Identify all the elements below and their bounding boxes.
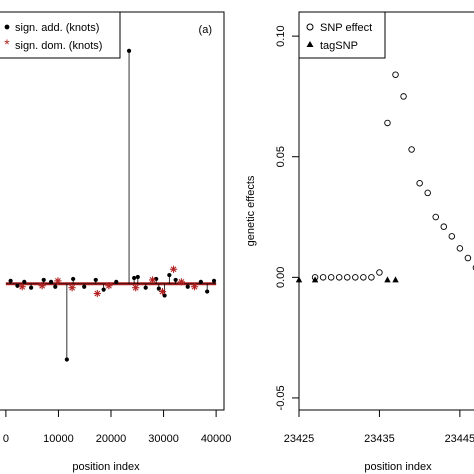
snp-effect-point [416,180,423,187]
left-x-tick-label: 10000 [43,433,74,445]
add-effect-point [48,279,54,284]
left-data-marks [5,48,217,362]
right-legend-marker-snp [306,23,314,31]
right-legend-marker-tag [306,41,314,47]
add-effect-point [198,279,203,284]
snp-effect-point [472,265,474,271]
right-legend-entry-snp: SNP effect [320,22,372,34]
dom-effect-point [18,283,26,291]
right-y-tick-label: 0.10 [275,25,287,46]
dom-effect-point [169,265,178,273]
add-effect-point [41,277,46,283]
snp-effect-point [400,93,407,100]
dom-effect-point [158,287,167,296]
left-panel-plot: 0 10000 20000 30000 40000 sign. add. (knots)… [0,11,232,473]
add-effect-point [101,287,106,292]
right-x-tick-label: 23425 [284,433,315,445]
right-y-tick-label: 0.00 [275,267,287,288]
snp-effect-point [319,274,327,281]
left-x-tick-label: 30000 [148,433,179,445]
add-effect-point [22,279,27,284]
snp-effect-point [327,274,335,281]
left-x-tick-label: 0 [3,433,9,445]
snp-effect-point [335,274,343,281]
snp-effect-point [376,269,383,276]
left-plot-frame [0,11,225,411]
snp-effect-point [440,223,448,230]
add-effect-point [126,48,132,53]
add-effect-point [185,284,190,289]
left-legend-entry-add: sign. add. (knots) [15,22,99,34]
left-x-tick-label: 20000 [96,433,127,445]
right-plot-frame [298,11,474,411]
left-legend-marker-add [4,24,10,30]
snp-effect-point [344,274,351,281]
dom-effect-point [68,284,76,292]
add-effect-point [173,277,178,283]
right-x-tick-label: 23435 [364,433,395,445]
tag-snp-point [311,276,319,283]
right-y-tick-label: 0.05 [275,146,287,167]
tag-snp-point [295,276,303,283]
tag-snp-point [384,276,391,283]
add-effect-point [205,289,210,294]
snp-effect-point [456,245,464,252]
add-effect-point [29,285,34,290]
left-x-axis-label: position index [72,461,140,473]
add-effect-point [167,272,172,278]
add-effect-point [15,283,20,288]
add-effect-point [135,274,140,280]
snp-effect-point [432,213,439,221]
dom-effect-point [132,284,140,292]
add-effect-point [53,284,58,289]
snp-effect-point [368,274,375,281]
right-y-axis-label: genetic effects [245,175,257,246]
add-effect-point [64,357,69,362]
left-x-ticks: 0 10000 20000 30000 40000 [3,410,232,445]
left-legend-marker-dom: * [4,36,10,52]
right-y-tick-label: -0.05 [275,385,287,410]
right-legend-box [298,11,386,59]
dom-effect-point [177,278,186,286]
snp-effect-point [352,274,359,281]
add-effect-point [211,278,217,283]
dom-effect-point [93,289,101,298]
dom-effect-point [38,282,46,290]
add-effect-point [114,279,119,284]
left-x-tick-label: 40000 [201,433,232,445]
snp-effect-point [448,233,456,240]
add-effect-point [71,276,76,282]
right-panel-plot: 23425 23435 23445 -0.05 0.00 0.05 0.10 SNP eff… [245,11,474,473]
panel-tag-a: (a) [199,24,212,36]
add-effect-point [82,284,87,289]
right-data-marks [295,71,474,283]
right-x-axis-label: position index [364,461,432,473]
left-legend-box [0,11,121,59]
snp-effect-point [392,71,399,78]
right-x-tick-label: 23445 [445,433,474,445]
snp-effect-point [408,146,415,153]
add-effect-point [8,278,13,283]
add-effect-point [132,275,137,281]
snp-effect-point [464,254,472,262]
add-effect-point [143,285,148,290]
right-legend-entry-tag: tagSNP [320,40,358,52]
right-axis-ticks: 23425 23435 23445 -0.05 0.00 0.05 0.10 [275,25,474,445]
snp-effect-point [360,274,367,281]
snp-effect-point [384,119,391,127]
snp-effect-point [424,189,431,197]
left-legend-entry-dom: sign. dom. (knots) [15,40,102,52]
dom-effect-point [54,277,62,285]
add-effect-point [93,277,98,283]
dom-effect-point [190,283,199,291]
add-effect-point [162,293,167,298]
dom-effect-point [105,282,113,290]
dom-effect-point [148,276,157,284]
tag-snp-point [392,276,399,283]
